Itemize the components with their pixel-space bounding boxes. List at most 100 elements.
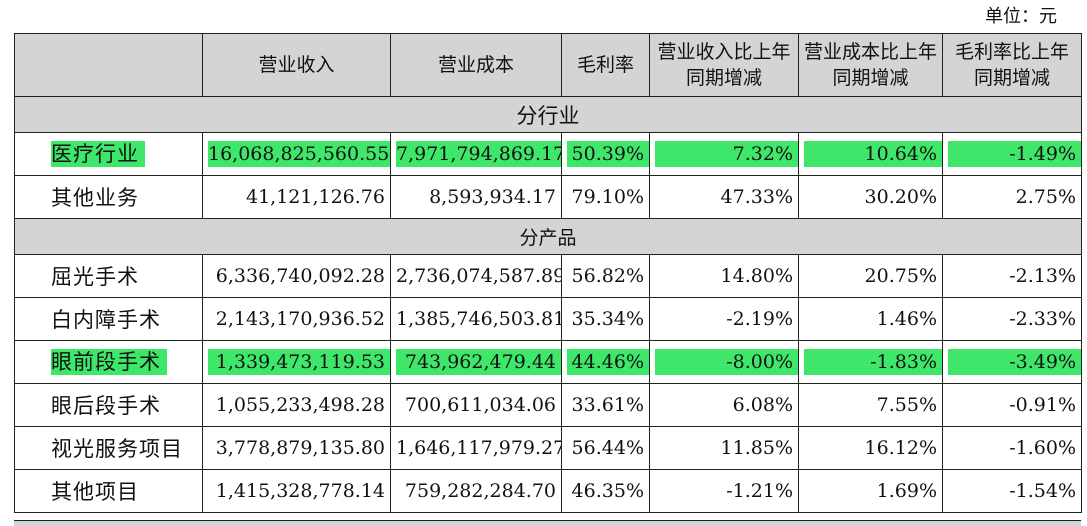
table-row: 眼后段手术 1,055,233,498.28 700,611,034.06 33.61…: [14, 383, 1082, 427]
margin-change-value: -1.54%: [1009, 480, 1076, 502]
revenue-change-cell: -1.21%: [649, 469, 799, 513]
cost-change-cell: 30.20%: [798, 175, 943, 219]
margin-cell: 56.82%: [561, 254, 650, 298]
margin-value: 46.35%: [571, 480, 644, 502]
cost-change-cell: 7.55%: [798, 383, 943, 427]
row-name: 其他业务: [51, 186, 139, 210]
margin-cell: 35.34%: [561, 297, 650, 341]
revenue-change-value: -1.21%: [726, 480, 793, 502]
revenue-change-cell: -8.00%: [649, 340, 799, 384]
revenue-value: 41,121,126.76: [245, 186, 385, 208]
row-name: 医疗行业: [51, 141, 145, 167]
cost-cell: 1,646,117,979.27: [390, 426, 562, 470]
row-name-cell: 屈光手术: [14, 254, 203, 298]
cost-change-value: 7.55%: [876, 394, 937, 416]
cost-value: 1,646,117,979.27: [396, 437, 562, 459]
margin-value: 44.46%: [567, 349, 649, 375]
margin-cell: 79.10%: [561, 175, 650, 219]
margin-cell: 33.61%: [561, 383, 650, 427]
row-name-cell: 其他业务: [14, 175, 203, 219]
margin-value: 56.44%: [571, 437, 644, 459]
revenue-cell: 41,121,126.76: [202, 175, 391, 219]
margin-change-cell: -1.49%: [942, 132, 1082, 176]
revenue-change-cell: -2.19%: [649, 297, 799, 341]
header-empty-cell: [14, 33, 203, 97]
financial-table: 营业收入 营业成本 毛利率 营业收入比上年同期增减 营业成本比上年同期增减 毛利…: [14, 33, 1082, 513]
revenue-cell: 2,143,170,936.52: [202, 297, 391, 341]
cost-value: 700,611,034.06: [404, 394, 556, 416]
margin-change-cell: -1.54%: [942, 469, 1082, 513]
cost-cell: 1,385,746,503.81: [390, 297, 562, 341]
cost-value: 743,962,479.44: [396, 349, 561, 375]
cost-value: 759,282,284.70: [404, 480, 556, 502]
cost-cell: 759,282,284.70: [390, 469, 562, 513]
margin-cell: 44.46%: [561, 340, 650, 384]
revenue-change-cell: 7.32%: [649, 132, 799, 176]
revenue-change-value: 14.80%: [720, 265, 793, 287]
section-header-row: 分产品: [14, 218, 1082, 255]
revenue-change-value: -8.00%: [655, 349, 798, 375]
table-header-row: 营业收入 营业成本 毛利率 营业收入比上年同期增减 营业成本比上年同期增减 毛利…: [14, 33, 1082, 97]
margin-change-value: -1.49%: [948, 141, 1081, 167]
revenue-cell: 1,415,328,778.14: [202, 469, 391, 513]
cost-change-cell: -1.83%: [798, 340, 943, 384]
revenue-value: 1,339,473,119.53: [208, 349, 390, 375]
revenue-cell: 1,055,233,498.28: [202, 383, 391, 427]
margin-value: 33.61%: [571, 394, 644, 416]
header-cost-change: 营业成本比上年同期增减: [798, 33, 943, 97]
margin-change-cell: -2.33%: [942, 297, 1082, 341]
table-row: 屈光手术 6,336,740,092.28 2,736,074,587.89 56.8…: [14, 254, 1082, 298]
table-row: 白内障手术 2,143,170,936.52 1,385,746,503.81 35.…: [14, 297, 1082, 341]
header-revenue-change: 营业收入比上年同期增减: [649, 33, 799, 97]
cost-change-value: 1.69%: [876, 480, 937, 502]
margin-cell: 56.44%: [561, 426, 650, 470]
revenue-value: 2,143,170,936.52: [215, 308, 385, 330]
revenue-change-cell: 47.33%: [649, 175, 799, 219]
row-name-cell: 白内障手术: [14, 297, 203, 341]
margin-change-value: -3.49%: [948, 349, 1081, 375]
header-margin: 毛利率: [561, 33, 650, 97]
cost-value: 8,593,934.17: [429, 186, 556, 208]
revenue-change-cell: 14.80%: [649, 254, 799, 298]
row-name-cell: 眼前段手术: [14, 340, 203, 384]
revenue-value: 1,415,328,778.14: [215, 480, 385, 502]
table-row: 其他业务 41,121,126.76 8,593,934.17 79.10% 47.33…: [14, 175, 1082, 219]
section-title: 分行业: [14, 96, 1082, 133]
cost-cell: 743,962,479.44: [390, 340, 562, 384]
revenue-value: 3,778,879,135.80: [215, 437, 385, 459]
margin-cell: 46.35%: [561, 469, 650, 513]
row-name: 其他项目: [51, 480, 139, 504]
header-revenue: 营业收入: [202, 33, 391, 97]
table-row: 医疗行业 16,068,825,560.55 7,971,794,869.17 50.…: [14, 132, 1082, 176]
cost-change-value: -1.83%: [804, 349, 942, 375]
cost-cell: 700,611,034.06: [390, 383, 562, 427]
margin-change-value: -0.91%: [1009, 394, 1076, 416]
cost-change-cell: 16.12%: [798, 426, 943, 470]
margin-cell: 50.39%: [561, 132, 650, 176]
margin-value: 79.10%: [571, 186, 644, 208]
row-name: 眼后段手术: [51, 394, 161, 418]
cost-change-value: 16.12%: [864, 437, 937, 459]
cost-cell: 7,971,794,869.17: [390, 132, 562, 176]
revenue-change-value: 7.32%: [655, 141, 798, 167]
cost-value: 1,385,746,503.81: [396, 308, 562, 330]
margin-change-cell: -1.60%: [942, 426, 1082, 470]
revenue-cell: 1,339,473,119.53: [202, 340, 391, 384]
revenue-change-value: 47.33%: [720, 186, 793, 208]
cost-change-cell: 10.64%: [798, 132, 943, 176]
margin-change-cell: -0.91%: [942, 383, 1082, 427]
cost-value: 2,736,074,587.89: [396, 265, 562, 287]
table-row: 其他项目 1,415,328,778.14 759,282,284.70 46.35%…: [14, 469, 1082, 513]
revenue-cell: 3,778,879,135.80: [202, 426, 391, 470]
unit-label: 单位：元: [985, 6, 1057, 27]
table-bottom-border: [14, 520, 1081, 526]
revenue-value: 16,068,825,560.55: [208, 141, 390, 167]
cost-change-value: 30.20%: [864, 186, 937, 208]
cost-value: 7,971,794,869.17: [396, 141, 562, 167]
margin-change-cell: -2.13%: [942, 254, 1082, 298]
margin-change-value: -2.13%: [1009, 265, 1076, 287]
row-name: 眼前段手术: [51, 349, 167, 375]
margin-change-value: -1.60%: [1009, 437, 1076, 459]
row-name-cell: 医疗行业: [14, 132, 203, 176]
header-margin-change: 毛利率比上年同期增减: [942, 33, 1082, 97]
